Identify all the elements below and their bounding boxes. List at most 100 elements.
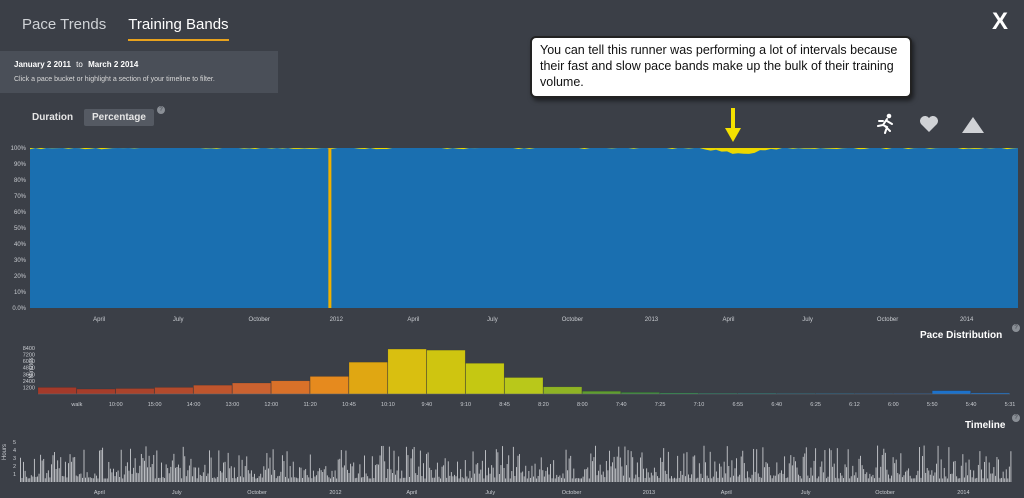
pace-bar[interactable] xyxy=(309,376,349,395)
timeline-bar xyxy=(464,460,466,482)
timeline-bar xyxy=(240,476,241,482)
bands-x-tick: October xyxy=(562,317,583,323)
timeline-bar xyxy=(622,475,624,482)
timeline-bar xyxy=(528,470,530,482)
timeline-bar xyxy=(27,478,29,482)
timeline-bar xyxy=(271,474,272,482)
timeline-bar xyxy=(655,472,657,482)
timeline-x-tick: July xyxy=(801,490,811,496)
timeline-bar xyxy=(268,468,269,482)
timeline-bar xyxy=(250,470,252,482)
timeline-bar xyxy=(461,477,463,482)
pace-bar[interactable] xyxy=(387,348,427,395)
timeline-bar xyxy=(853,475,855,482)
bands-x-tick: 2012 xyxy=(330,317,344,323)
timeline-bar xyxy=(235,478,237,482)
timeline-bar xyxy=(95,475,97,482)
timeline-bar xyxy=(491,465,493,482)
tab-bar: Pace Trends Training Bands xyxy=(22,16,229,41)
pace-bar[interactable] xyxy=(465,363,505,395)
timeline-bar xyxy=(954,460,956,482)
pace-bar[interactable] xyxy=(426,349,466,395)
timeline-bar xyxy=(362,477,364,482)
timeline-bar xyxy=(844,464,846,482)
timeline-bar xyxy=(80,473,82,482)
timeline-bar xyxy=(971,477,973,482)
timeline-bar xyxy=(190,458,192,482)
bands-y-tick: 10% xyxy=(14,290,27,296)
pace-distribution-title: Pace Distribution xyxy=(920,330,1003,341)
timeline-bar xyxy=(209,450,210,482)
timeline-bar xyxy=(688,474,689,482)
timeline-bar xyxy=(154,478,156,482)
timeline-bar xyxy=(511,471,513,482)
pace-bar[interactable] xyxy=(504,377,544,395)
tab-training-bands[interactable]: Training Bands xyxy=(128,16,229,41)
pace-bar[interactable] xyxy=(271,380,310,395)
timeline-bar xyxy=(777,474,779,482)
timeline-bar xyxy=(559,475,561,482)
timeline-bar xyxy=(973,470,975,482)
timeline-bar xyxy=(206,476,207,482)
timeline-bar xyxy=(130,448,131,482)
timeline-bar xyxy=(213,477,215,482)
timeline-bar xyxy=(652,475,654,482)
duration-toggle[interactable]: Duration xyxy=(32,112,74,123)
percentage-toggle[interactable]: Percentage xyxy=(84,109,154,126)
timeline-bar xyxy=(97,478,99,482)
pace-bar[interactable] xyxy=(232,382,272,395)
timeline-bar xyxy=(914,478,916,482)
timeline-bar xyxy=(810,467,812,482)
training-bands-chart[interactable]: 0.0% 10% 20% 30% 40% 50% 60% 70% 80% 90% 100% Apri… xyxy=(0,140,1024,330)
pace-bar[interactable] xyxy=(115,388,155,395)
pace-bar[interactable] xyxy=(931,390,971,395)
timeline-bar xyxy=(384,461,386,482)
timeline-chart[interactable]: Hours 1 2 3 4 5 April July October 2012 April Jul… xyxy=(0,430,1024,498)
timeline-bar xyxy=(733,475,734,482)
timeline-bar xyxy=(170,466,172,482)
mountain-icon[interactable] xyxy=(961,116,985,134)
pace-bar[interactable] xyxy=(76,388,116,395)
heart-icon[interactable] xyxy=(919,115,939,133)
timeline-bar xyxy=(534,463,536,482)
timeline-bar xyxy=(215,478,217,482)
help-icon[interactable]: ? xyxy=(157,106,165,114)
timeline-help-icon[interactable]: ? xyxy=(1012,414,1020,422)
timeline-bar xyxy=(232,478,234,482)
timeline-bar xyxy=(960,465,962,482)
pace-bar[interactable] xyxy=(193,384,233,395)
timeline-bar xyxy=(984,461,985,482)
runner-icon[interactable] xyxy=(874,112,896,134)
pace-bar[interactable] xyxy=(543,386,583,395)
pace-bar[interactable] xyxy=(154,387,194,395)
timeline-bar xyxy=(165,464,167,482)
pace-bar[interactable] xyxy=(348,361,388,395)
timeline-bar xyxy=(605,461,607,482)
timeline-bar xyxy=(564,478,565,482)
pace-y-tick: 4800 xyxy=(23,366,35,372)
timeline-bar xyxy=(812,475,813,482)
date-range-panel: January 2 2011 to March 2 2014 Click a p… xyxy=(0,51,278,93)
timeline-bar xyxy=(478,473,480,482)
timeline-bar xyxy=(937,445,939,482)
timeline-bar xyxy=(178,464,179,482)
tab-pace-trends[interactable]: Pace Trends xyxy=(22,16,107,33)
timeline-bar xyxy=(41,460,43,482)
close-button[interactable]: X xyxy=(991,8,1008,35)
timeline-bar xyxy=(109,468,111,482)
timeline-bar xyxy=(460,469,462,482)
timeline-bar xyxy=(238,455,240,482)
timeline-bar xyxy=(759,476,761,482)
pace-help-icon[interactable]: ? xyxy=(1012,324,1020,332)
timeline-bar xyxy=(720,466,722,482)
pace-bar[interactable] xyxy=(37,387,77,395)
pace-band-13[interactable] xyxy=(30,148,1018,308)
bands-y-tick: 40% xyxy=(14,242,27,248)
timeline-bar xyxy=(881,454,883,482)
timeline-bar xyxy=(357,473,359,482)
pace-bar[interactable] xyxy=(582,391,621,395)
timeline-bar xyxy=(103,478,105,482)
timeline-bar xyxy=(861,465,863,482)
timeline-bar xyxy=(286,451,288,482)
